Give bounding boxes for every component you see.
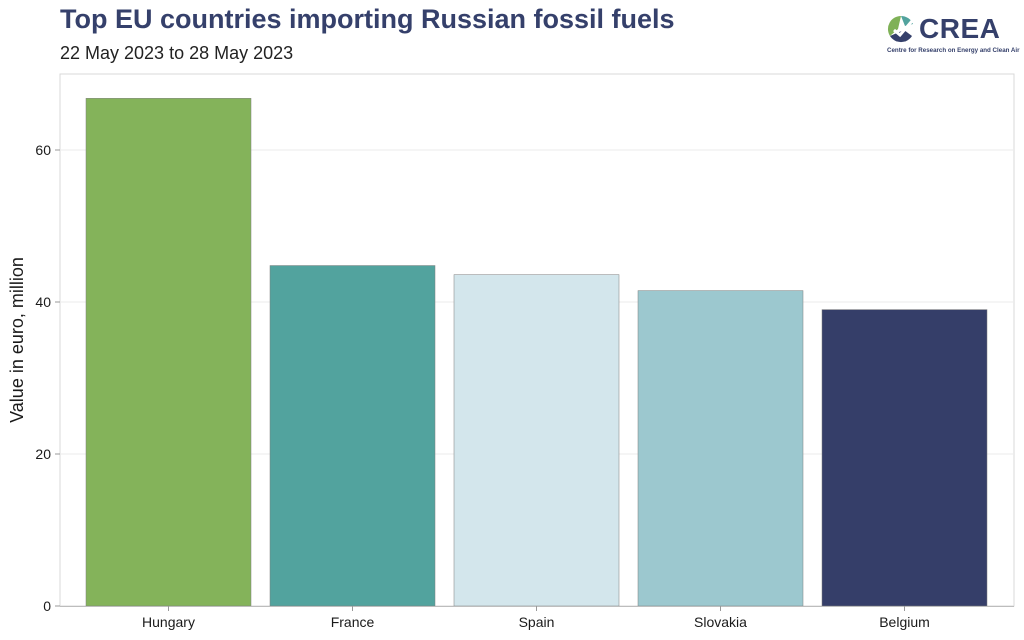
x-tick-label: Belgium xyxy=(879,614,930,630)
x-axis-ticks: Hungary France Spain Slovakia Belgium xyxy=(142,606,930,630)
bar-slovakia[interactable] xyxy=(637,290,804,607)
crea-logo: CREA Centre for Research on Energy and C… xyxy=(886,13,1020,58)
x-tick-label: France xyxy=(331,614,375,630)
y-tick-label: 0 xyxy=(43,598,51,614)
x-tick-label: Slovakia xyxy=(694,614,747,630)
crea-logo-mark-icon xyxy=(887,15,914,43)
bar-belgium[interactable] xyxy=(821,309,988,607)
y-axis-ticks: 0 20 40 60 xyxy=(35,142,60,614)
crea-logo-wordmark: CREA xyxy=(919,13,1001,44)
bar-france[interactable] xyxy=(269,265,436,607)
y-tick-label: 40 xyxy=(35,294,51,310)
chart-subtitle: 22 May 2023 to 28 May 2023 xyxy=(60,43,294,63)
bar-spain[interactable] xyxy=(453,274,620,607)
chart-title: Top EU countries importing Russian fossi… xyxy=(60,4,675,34)
y-tick-label: 60 xyxy=(35,142,51,158)
y-tick-label: 20 xyxy=(35,446,51,462)
crea-logo-tagline: Centre for Research on Energy and Clean … xyxy=(887,47,1020,54)
bar-hungary[interactable] xyxy=(85,98,252,607)
x-tick-label: Spain xyxy=(519,614,555,630)
y-axis-title: Value in euro, million xyxy=(7,257,27,423)
bars xyxy=(85,98,988,607)
x-tick-label: Hungary xyxy=(142,614,195,630)
